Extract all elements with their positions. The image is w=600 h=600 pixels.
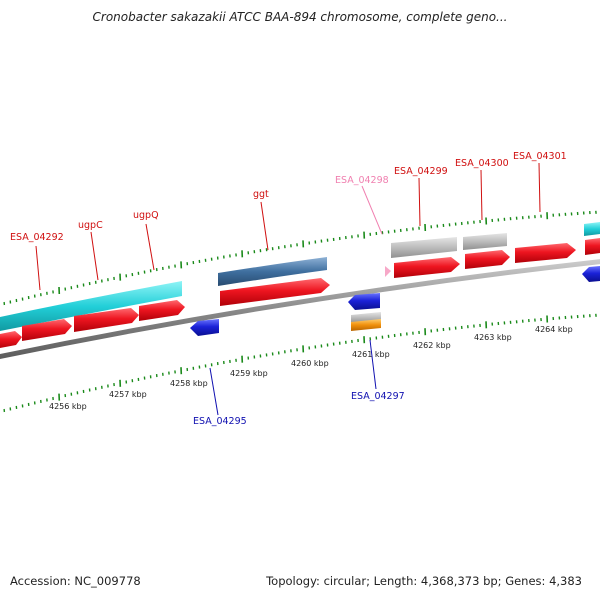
gene-label-esa-04295: ESA_04295 xyxy=(193,416,247,427)
scale-label-4257: 4257 kbp xyxy=(109,390,147,399)
cds-arrow-fwd-2 xyxy=(22,319,72,341)
cds-arrow-fwd-7 xyxy=(465,250,510,269)
scale-label-4261: 4261 kbp xyxy=(352,350,390,359)
cds-arrow-fwd-3 xyxy=(74,308,139,332)
gene-label-ugpc: ugpC xyxy=(78,220,103,231)
gene-label-esa-04300: ESA_04300 xyxy=(455,158,509,169)
gene-label-ggt: ggt xyxy=(253,189,269,200)
forward-cds-arrows xyxy=(0,238,600,349)
cds-arrow-fwd-9 xyxy=(585,238,600,255)
accession-text: Accession: NC_009778 xyxy=(10,574,141,588)
scale-label-4256: 4256 kbp xyxy=(49,402,87,411)
chromosome-backbone xyxy=(0,259,600,359)
gene-label-esa-04301: ESA_04301 xyxy=(513,151,567,162)
gene-label-esa-04297: ESA_04297 xyxy=(351,391,405,402)
scale-label-4263: 4263 kbp xyxy=(474,333,512,342)
gene-labels: ESA_04292 ugpC ugpQ ggt ESA_04298 ESA_04… xyxy=(10,151,567,427)
scale-label-4258: 4258 kbp xyxy=(170,379,208,388)
cds-arrow-rev-1 xyxy=(190,319,219,336)
cds-arrow-fwd-6 xyxy=(394,257,460,278)
inner-tick-row xyxy=(3,313,597,413)
cds-arrow-rev-3 xyxy=(582,266,600,282)
scale-label-4259: 4259 kbp xyxy=(230,369,268,378)
reverse-cds-arrows xyxy=(190,266,600,336)
cds-arrow-rev-2 xyxy=(348,293,380,310)
orange-feature xyxy=(351,319,381,331)
gene-label-esa-04292: ESA_04292 xyxy=(10,232,64,243)
outer-tick-row xyxy=(3,210,597,306)
cds-arrow-fwd-5 xyxy=(220,278,330,306)
cds-arrow-fwd-4 xyxy=(139,300,185,321)
gray-feature-2 xyxy=(463,233,507,250)
gene-label-esa-04298: ESA_04298 xyxy=(335,175,389,186)
cyan-feature-band-2 xyxy=(584,222,600,236)
gray-feature-1 xyxy=(391,237,457,258)
scale-label-4264: 4264 kbp xyxy=(535,325,573,334)
cds-arrow-fwd-1 xyxy=(0,331,22,349)
scale-label-4262: 4262 kbp xyxy=(413,341,451,350)
map-title: Cronobacter sakazakii ATCC BAA-894 chrom… xyxy=(92,10,508,24)
scale-labels: 4256 kbp 4257 kbp 4258 kbp 4259 kbp 4260… xyxy=(49,325,573,411)
cyan-feature-band xyxy=(0,281,182,332)
scale-label-4260: 4260 kbp xyxy=(291,359,329,368)
gene-label-ugpq: ugpQ xyxy=(133,210,159,221)
gene-label-esa-04299: ESA_04299 xyxy=(394,166,448,177)
genome-summary-text: Topology: circular; Length: 4,368,373 bp… xyxy=(266,574,582,588)
label-leaders xyxy=(35,162,541,416)
pink-feature-marker xyxy=(385,266,391,277)
ggt-outer-feature xyxy=(218,257,327,286)
cds-arrow-fwd-8 xyxy=(515,243,576,263)
